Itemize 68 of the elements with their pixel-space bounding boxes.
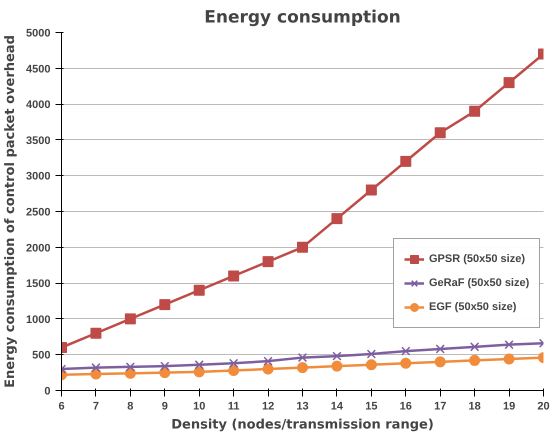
x-tick-label: 16 — [400, 400, 412, 412]
point — [469, 354, 480, 366]
y-tick-label: 4500 — [26, 63, 51, 76]
point — [262, 364, 274, 375]
x-tick-label: 12 — [262, 400, 274, 412]
x-tick-label: 19 — [502, 400, 516, 412]
point — [297, 242, 308, 253]
point — [504, 77, 515, 88]
x-tick-label: 11 — [228, 400, 240, 412]
point — [194, 366, 205, 378]
x-tick-label: 10 — [193, 400, 206, 412]
point — [297, 362, 308, 374]
point — [400, 358, 412, 369]
point — [504, 340, 514, 350]
y-tick-label: 4000 — [26, 99, 51, 112]
chart-title: Energy consumption — [204, 8, 401, 28]
point — [298, 352, 308, 362]
point — [160, 362, 170, 371]
x-tick-label: 14 — [330, 400, 344, 412]
point — [159, 299, 170, 310]
point — [366, 349, 376, 359]
point — [124, 313, 136, 324]
x-tick-label: 15 — [365, 400, 378, 412]
legend-label: GPSR (50x50 size) — [429, 253, 525, 265]
point — [400, 156, 412, 167]
point — [366, 184, 377, 196]
point — [470, 342, 480, 352]
point — [228, 270, 240, 282]
point — [366, 359, 377, 370]
y-tick-label: 2500 — [26, 206, 51, 218]
point — [434, 356, 446, 368]
point — [401, 346, 410, 356]
point — [194, 360, 204, 370]
y-tick-label: 500 — [32, 350, 51, 362]
point — [91, 362, 101, 372]
x-tick-label: 20 — [537, 400, 550, 412]
x-tick-label: 6 — [58, 400, 65, 412]
point — [434, 127, 446, 138]
point — [126, 362, 135, 372]
y-tick-label: 2000 — [26, 242, 51, 254]
x-tick-label: 13 — [296, 400, 309, 412]
point — [262, 256, 274, 268]
y-tick-label: 5000 — [26, 28, 51, 40]
y-tick-label: 3500 — [26, 134, 51, 147]
y-tick-label: 1500 — [26, 278, 51, 290]
x-tick-label: 8 — [127, 400, 134, 412]
x-tick-label: 17 — [434, 400, 446, 412]
point — [469, 106, 480, 117]
point — [331, 360, 342, 372]
y-tick-label: 1000 — [26, 314, 51, 326]
y-tick-label: 3000 — [26, 170, 51, 183]
point — [90, 328, 102, 339]
point — [228, 364, 240, 376]
y-tick-label: 0 — [44, 386, 51, 398]
legend-label: EGF (50x50 size) — [429, 301, 516, 313]
point — [194, 284, 205, 296]
point — [332, 351, 342, 361]
point — [331, 213, 342, 224]
point — [504, 354, 515, 364]
y-axis-title: Energy consumption of control packet overhead — [3, 35, 18, 388]
legend-label: GeRaF (50x50 size) — [429, 277, 530, 289]
x-axis-title: Density (nodes/transmission range) — [171, 418, 434, 432]
point — [263, 356, 273, 366]
x-tick-label: 18 — [468, 400, 481, 412]
point — [229, 358, 238, 368]
x-tick-label: 7 — [92, 400, 99, 412]
x-tick-label: 9 — [162, 400, 168, 412]
point — [436, 344, 445, 354]
